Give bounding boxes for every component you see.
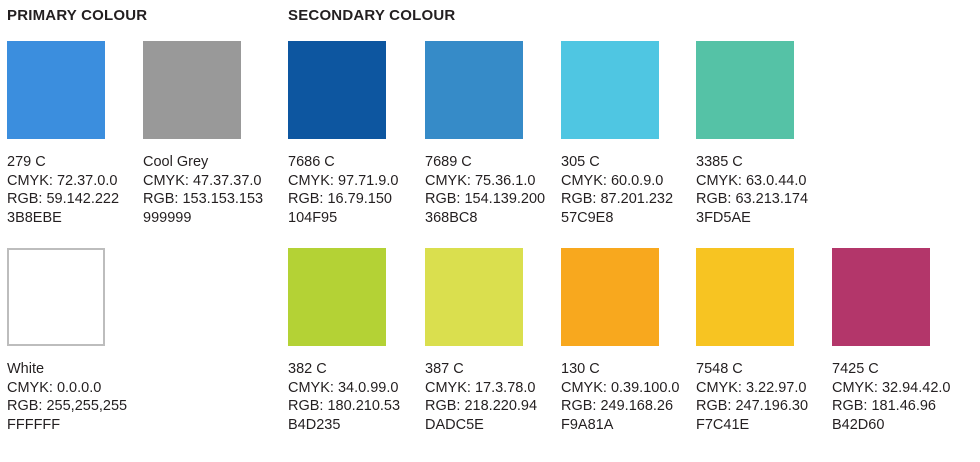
colour-swatch-130-c [561,248,659,346]
colour-rgb: RGB: 59.142.222 [7,191,120,207]
colour-swatch-7686-c [288,41,386,139]
colour-info-7689-c: 7689 C CMYK: 75.36.1.0 RGB: 154.139.200 368… [425,153,545,227]
colour-name: 305 C [561,154,600,170]
colour-info-387-c: 387 C CMYK: 17.3.78.0 RGB: 218.220.94 DADC5… [425,360,537,434]
colour-name: White [7,361,45,377]
colour-cmyk: CMYK: 32.94.42.0 [832,379,951,396]
colour-cmyk: CMYK: 47.37.37.0 [143,172,262,189]
colour-name: 7686 C [288,154,335,170]
colour-info-130-c: 130 C CMYK: 0.39.100.0 RGB: 249.168.26 F9A8… [561,360,680,434]
primary-colour-heading: PRIMARY COLOUR [7,7,148,24]
colour-rgb: RGB: 87.201.232 [561,191,674,207]
colour-swatch-7689-c [425,41,523,139]
colour-rgb: RGB: 249.168.26 [561,398,674,414]
colour-cmyk: CMYK: 0.39.100.0 [561,379,680,396]
colour-swatch-279-c [7,41,105,139]
colour-cmyk: CMYK: 75.36.1.0 [425,172,536,189]
colour-rgb: RGB: 218.220.94 [425,398,538,414]
colour-swatch-382-c [288,248,386,346]
colour-hex: F9A81A [561,416,614,433]
colour-info-white: White CMYK: 0.0.0.0 RGB: 255,255,255 FFFFFF [7,360,127,434]
colour-rgb: RGB: 63.213.174 [696,191,809,207]
secondary-colour-heading: SECONDARY COLOUR [288,7,456,24]
colour-cmyk: CMYK: 97.71.9.0 [288,172,399,189]
colour-name: 279 C [7,154,46,170]
colour-rgb: RGB: 153.153.153 [143,191,264,207]
colour-cmyk: CMYK: 34.0.99.0 [288,379,399,396]
colour-hex: B42D60 [832,416,885,433]
colour-info-382-c: 382 C CMYK: 34.0.99.0 RGB: 180.210.53 B4D23… [288,360,400,434]
colour-cmyk: CMYK: 3.22.97.0 [696,379,807,396]
colour-name: 7548 C [696,361,743,377]
colour-name: 3385 C [696,154,743,170]
colour-swatch-cool-grey [143,41,241,139]
colour-cmyk: CMYK: 0.0.0.0 [7,379,102,396]
colour-name: 382 C [288,361,327,377]
colour-cmyk: CMYK: 60.0.9.0 [561,172,664,189]
colour-hex: DADC5E [425,416,484,433]
colour-rgb: RGB: 16.79.150 [288,191,392,207]
colour-swatch-7425-c [832,248,930,346]
colour-hex: F7C41E [696,416,750,433]
colour-rgb: RGB: 255,255,255 [7,398,128,414]
colour-swatch-305-c [561,41,659,139]
colour-hex: 104F95 [288,209,338,226]
colour-rgb: RGB: 154.139.200 [425,191,546,207]
colour-name: Cool Grey [143,154,209,170]
colour-hex: 3B8EBE [7,209,62,226]
colour-name: 387 C [425,361,464,377]
colour-swatch-3385-c [696,41,794,139]
colour-name: 7689 C [425,154,472,170]
colour-info-7425-c: 7425 C CMYK: 32.94.42.0 RGB: 181.46.96 B42D… [832,360,951,434]
colour-swatch-387-c [425,248,523,346]
colour-name: 7425 C [832,361,879,377]
colour-rgb: RGB: 247.196.30 [696,398,809,414]
colour-cmyk: CMYK: 17.3.78.0 [425,379,536,396]
colour-hex: FFFFFF [7,416,61,433]
colour-info-305-c: 305 C CMYK: 60.0.9.0 RGB: 87.201.232 57C9E8 [561,153,673,227]
colour-cmyk: CMYK: 72.37.0.0 [7,172,118,189]
colour-hex: B4D235 [288,416,341,433]
colour-name: 130 C [561,361,600,377]
colour-info-cool-grey: Cool Grey CMYK: 47.37.37.0 RGB: 153.153.15… [143,153,263,227]
colour-rgb: RGB: 181.46.96 [832,398,936,414]
colour-info-7548-c: 7548 C CMYK: 3.22.97.0 RGB: 247.196.30 F7C4… [696,360,808,434]
colour-hex: 57C9E8 [561,209,614,226]
colour-swatch-white [7,248,105,346]
colour-info-7686-c: 7686 C CMYK: 97.71.9.0 RGB: 16.79.150 104F9… [288,153,398,227]
colour-cmyk: CMYK: 63.0.44.0 [696,172,807,189]
colour-rgb: RGB: 180.210.53 [288,398,401,414]
colour-swatch-7548-c [696,248,794,346]
colour-hex: 3FD5AE [696,209,751,226]
colour-hex: 368BC8 [425,209,478,226]
colour-info-279-c: 279 C CMYK: 72.37.0.0 RGB: 59.142.222 3B8EB… [7,153,119,227]
colour-info-3385-c: 3385 C CMYK: 63.0.44.0 RGB: 63.213.174 3FD5… [696,153,808,227]
colour-hex: 999999 [143,209,192,226]
